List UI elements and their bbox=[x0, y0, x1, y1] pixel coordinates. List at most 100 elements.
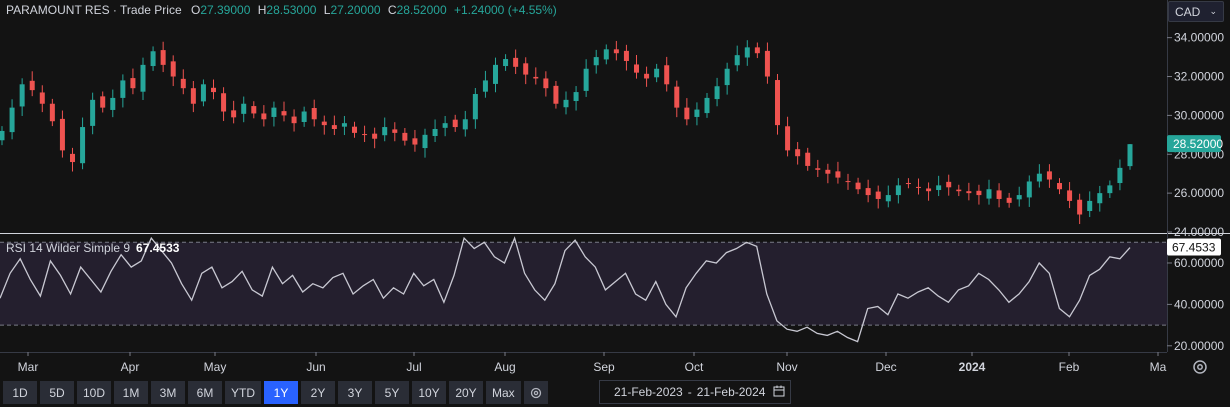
timeframe-20y[interactable]: 20Y bbox=[449, 381, 484, 404]
low-label: L bbox=[323, 3, 331, 17]
candle-body bbox=[331, 125, 337, 129]
timeframe-6m[interactable]: 6M bbox=[188, 381, 223, 404]
timeframe-1d[interactable]: 1D bbox=[3, 381, 37, 404]
x-tick-label: Aug bbox=[494, 360, 515, 374]
candle-body bbox=[372, 133, 378, 139]
candle-body bbox=[140, 64, 146, 92]
candle-body bbox=[563, 99, 569, 108]
candle-body bbox=[986, 189, 992, 199]
timeframe-settings-gear-icon[interactable] bbox=[523, 381, 548, 404]
candle-body bbox=[593, 57, 599, 66]
candle-body bbox=[1117, 167, 1123, 184]
candle-body bbox=[120, 80, 126, 98]
candle-body bbox=[1036, 173, 1042, 182]
candle-body bbox=[1127, 144, 1133, 167]
candle-body bbox=[1057, 183, 1062, 190]
open-label: O bbox=[190, 3, 201, 17]
candle-body bbox=[503, 59, 509, 67]
candle-body bbox=[543, 78, 549, 89]
high-value: 28.53000 bbox=[266, 3, 317, 17]
rsi-tick-label: 40.00000 bbox=[1174, 297, 1224, 311]
candle-body bbox=[845, 181, 851, 183]
rsi-label: RSI 14 Wilder Simple 9 bbox=[6, 241, 131, 255]
timeframe-toolbar: 1D 5D 10D 1M 3M 6M YTD 1Y 2Y 3Y 5Y 10Y 20Y Max bbox=[0, 378, 1230, 407]
symbol-name: PARAMOUNT RES bbox=[6, 3, 110, 17]
timeframe-10y[interactable]: 10Y bbox=[412, 381, 447, 404]
candle-body bbox=[442, 123, 448, 128]
candle-body bbox=[392, 129, 398, 133]
timeframe-2y[interactable]: 2Y bbox=[301, 381, 336, 404]
currency-select[interactable]: CAD ⌄ bbox=[1168, 1, 1224, 22]
chart-canvas[interactable]: 24.0000026.0000028.0000030.0000032.00000… bbox=[0, 0, 1230, 378]
price-tick-label: 34.00000 bbox=[1174, 31, 1224, 45]
candle-body bbox=[1006, 197, 1012, 203]
timeframe-5y[interactable]: 5Y bbox=[375, 381, 410, 404]
candle-body bbox=[190, 88, 196, 104]
candle-body bbox=[674, 86, 680, 108]
candle-body bbox=[533, 76, 539, 79]
candle-body bbox=[19, 84, 25, 107]
candle-body bbox=[412, 138, 418, 145]
chart-settings-gear-icon[interactable] bbox=[1190, 357, 1210, 377]
timeframe-1m[interactable]: 1M bbox=[114, 381, 149, 404]
x-tick-label: May bbox=[204, 360, 227, 374]
candle-body bbox=[261, 113, 267, 120]
candle-body bbox=[251, 106, 257, 114]
high-label: H bbox=[257, 3, 267, 17]
timeframe-ytd[interactable]: YTD bbox=[225, 381, 262, 404]
timeframe-3y[interactable]: 3Y bbox=[338, 381, 373, 404]
legend-dot: · bbox=[112, 3, 117, 17]
timeframe-5d[interactable]: 5D bbox=[40, 381, 74, 404]
x-tick-label: Mar bbox=[18, 360, 39, 374]
rsi-value-badge bbox=[1167, 238, 1221, 256]
candle-body bbox=[513, 57, 519, 67]
candle-body bbox=[80, 127, 86, 164]
x-tick-label: Feb bbox=[1059, 360, 1080, 374]
candle-body bbox=[835, 171, 841, 178]
candle-body bbox=[1087, 200, 1093, 212]
candle-body bbox=[231, 110, 237, 118]
candle-body bbox=[200, 84, 206, 102]
rsi-tick-label: 60.00000 bbox=[1174, 256, 1224, 270]
timeframe-max[interactable]: Max bbox=[486, 381, 521, 404]
candle-body bbox=[573, 92, 579, 102]
candle-body bbox=[644, 73, 650, 79]
close-value: 28.52000 bbox=[396, 3, 447, 17]
price-legend: PARAMOUNT RES · Trade Price O27.39000 H2… bbox=[6, 3, 557, 17]
candle-body bbox=[482, 80, 488, 92]
price-tick-label: 32.00000 bbox=[1174, 70, 1224, 84]
candle-body bbox=[472, 94, 478, 120]
candle-body bbox=[0, 130, 5, 141]
price-tick-label: 24.00000 bbox=[1174, 225, 1224, 239]
timeframe-1y[interactable]: 1Y bbox=[264, 381, 299, 404]
candle-body bbox=[150, 51, 156, 67]
candle-body bbox=[704, 97, 710, 114]
candle-body bbox=[634, 64, 639, 73]
candle-body bbox=[553, 85, 559, 104]
candle-body bbox=[311, 108, 317, 120]
candle-body bbox=[100, 96, 106, 108]
candle-body bbox=[926, 188, 932, 192]
date-from: 21-Feb-2023 bbox=[614, 385, 683, 399]
candle-body bbox=[29, 80, 35, 91]
candle-body bbox=[956, 189, 962, 192]
candle-body bbox=[462, 119, 468, 130]
candle-body bbox=[623, 50, 629, 61]
close-label: C bbox=[387, 3, 397, 17]
candle-body bbox=[281, 111, 287, 116]
date-range-picker[interactable]: 21-Feb-2023 - 21-Feb-2024 bbox=[599, 380, 791, 404]
candle-body bbox=[885, 195, 891, 202]
candle-body bbox=[341, 123, 347, 127]
candle-body bbox=[170, 61, 176, 77]
timeframe-3m[interactable]: 3M bbox=[151, 381, 186, 404]
candle-body bbox=[1077, 199, 1083, 215]
candle-body bbox=[301, 111, 307, 123]
candle-body bbox=[271, 107, 277, 117]
candle-body bbox=[180, 78, 186, 89]
candle-body bbox=[583, 68, 589, 91]
timeframe-10d[interactable]: 10D bbox=[77, 381, 112, 404]
candle-body bbox=[684, 107, 690, 120]
rsi-band bbox=[0, 242, 1167, 326]
candle-body bbox=[654, 68, 660, 78]
candle-body bbox=[865, 188, 871, 196]
